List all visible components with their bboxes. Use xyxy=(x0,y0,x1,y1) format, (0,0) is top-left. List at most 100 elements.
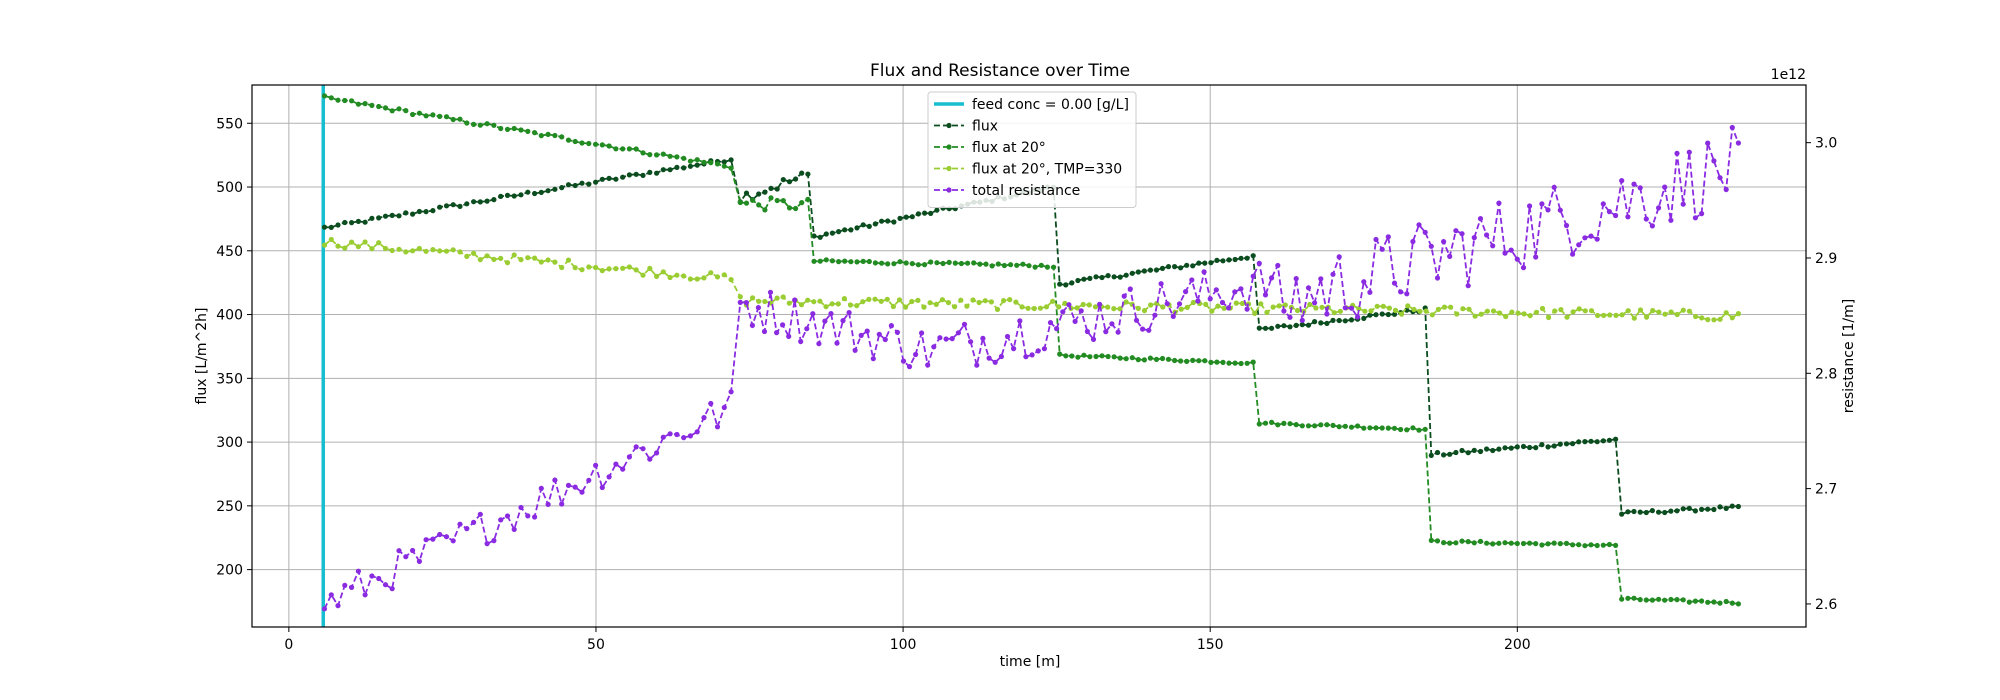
series-point xyxy=(1410,238,1416,245)
series-point xyxy=(897,259,903,265)
series-point xyxy=(1165,356,1172,362)
series-point xyxy=(836,229,842,235)
series-point xyxy=(565,482,572,488)
series-point xyxy=(518,257,524,263)
series-point xyxy=(369,102,375,108)
series-point xyxy=(1735,601,1741,607)
series-point xyxy=(1075,354,1081,360)
series-point xyxy=(1342,305,1348,311)
series-point xyxy=(633,171,639,177)
x-axis-ticks: 0 50 100 150 200 xyxy=(284,627,1531,653)
series-point xyxy=(430,112,436,118)
series-point xyxy=(1570,251,1576,257)
series-point xyxy=(737,294,743,300)
y-axis-ticks: 200 250 300 350 400 450 500 550 xyxy=(216,116,252,579)
series-point xyxy=(1723,186,1729,193)
series-point xyxy=(799,170,805,176)
series-point xyxy=(1324,422,1330,428)
series-point xyxy=(1699,506,1705,512)
series-point xyxy=(1184,304,1190,310)
series-point xyxy=(1454,311,1460,317)
series-point xyxy=(1165,264,1172,270)
series-point xyxy=(1109,321,1115,327)
series-point xyxy=(620,174,626,180)
series-point xyxy=(1007,297,1013,303)
series-point xyxy=(328,236,334,243)
series-point xyxy=(1477,216,1484,222)
series-point xyxy=(1367,289,1373,295)
series-point xyxy=(437,531,443,538)
series-point xyxy=(355,218,361,224)
series-point xyxy=(885,218,891,224)
series-point xyxy=(667,431,673,437)
series-point xyxy=(1013,299,1019,305)
series-point xyxy=(403,108,409,114)
series-point xyxy=(1582,308,1588,314)
series-2 xyxy=(321,236,1741,323)
series-point xyxy=(1502,250,1508,256)
series-point xyxy=(879,260,885,266)
series-point xyxy=(816,341,822,347)
series-point xyxy=(980,335,986,341)
series-point xyxy=(694,162,700,168)
series-point xyxy=(1705,506,1711,512)
series-point xyxy=(1551,184,1557,190)
series-point xyxy=(1047,320,1054,326)
series-point xyxy=(1563,222,1570,229)
series-point xyxy=(915,211,922,217)
series-point xyxy=(1337,308,1343,314)
series-point xyxy=(1692,508,1698,514)
legend-marker xyxy=(946,187,952,193)
legend-box xyxy=(927,91,1137,208)
series-point xyxy=(1705,599,1711,605)
series-point xyxy=(450,538,456,544)
series-point xyxy=(922,210,928,216)
series-point xyxy=(927,300,933,306)
series-point xyxy=(1551,443,1557,449)
legend-label: flux at 20° xyxy=(972,140,1046,156)
series-point xyxy=(1250,253,1256,259)
series-point xyxy=(1008,262,1014,268)
series-point xyxy=(545,501,551,507)
series-point xyxy=(1379,311,1385,317)
series-point xyxy=(1299,317,1305,323)
series-point xyxy=(1105,304,1111,310)
series-point xyxy=(805,171,811,177)
series-point xyxy=(532,255,538,261)
series-point xyxy=(1527,203,1533,209)
series-point xyxy=(876,331,882,337)
y2-tick-label: 2.8 xyxy=(1815,366,1837,382)
series-point xyxy=(382,245,389,252)
series-point xyxy=(1141,268,1147,274)
chart-title: Flux and Resistance over Time xyxy=(870,61,1130,81)
series-point xyxy=(1619,312,1625,318)
series-point xyxy=(1650,308,1656,314)
series-point xyxy=(1075,277,1081,284)
series-point xyxy=(1625,509,1631,515)
series-point xyxy=(1203,301,1209,307)
series-point xyxy=(1281,308,1287,314)
series-point xyxy=(1252,310,1258,316)
series-point xyxy=(1410,425,1416,431)
series-point xyxy=(1717,316,1723,322)
series-point xyxy=(872,296,878,302)
series-point xyxy=(1699,315,1705,321)
legend-item: total resistance xyxy=(934,183,1080,199)
series-point xyxy=(1258,301,1264,307)
series-point xyxy=(674,272,680,278)
series-point xyxy=(1619,511,1625,517)
series-point xyxy=(620,466,626,472)
series-point xyxy=(1514,540,1520,547)
series-point xyxy=(1613,212,1619,219)
x-tick-label: 200 xyxy=(1504,637,1531,653)
series-point xyxy=(321,606,328,612)
series-point xyxy=(1299,322,1305,328)
series-point xyxy=(994,306,1001,312)
series-point xyxy=(1135,305,1141,311)
series-point xyxy=(654,152,660,158)
series-point xyxy=(1576,242,1582,248)
series-point xyxy=(1160,304,1166,310)
series-point xyxy=(1269,275,1275,281)
series-point xyxy=(355,568,361,574)
